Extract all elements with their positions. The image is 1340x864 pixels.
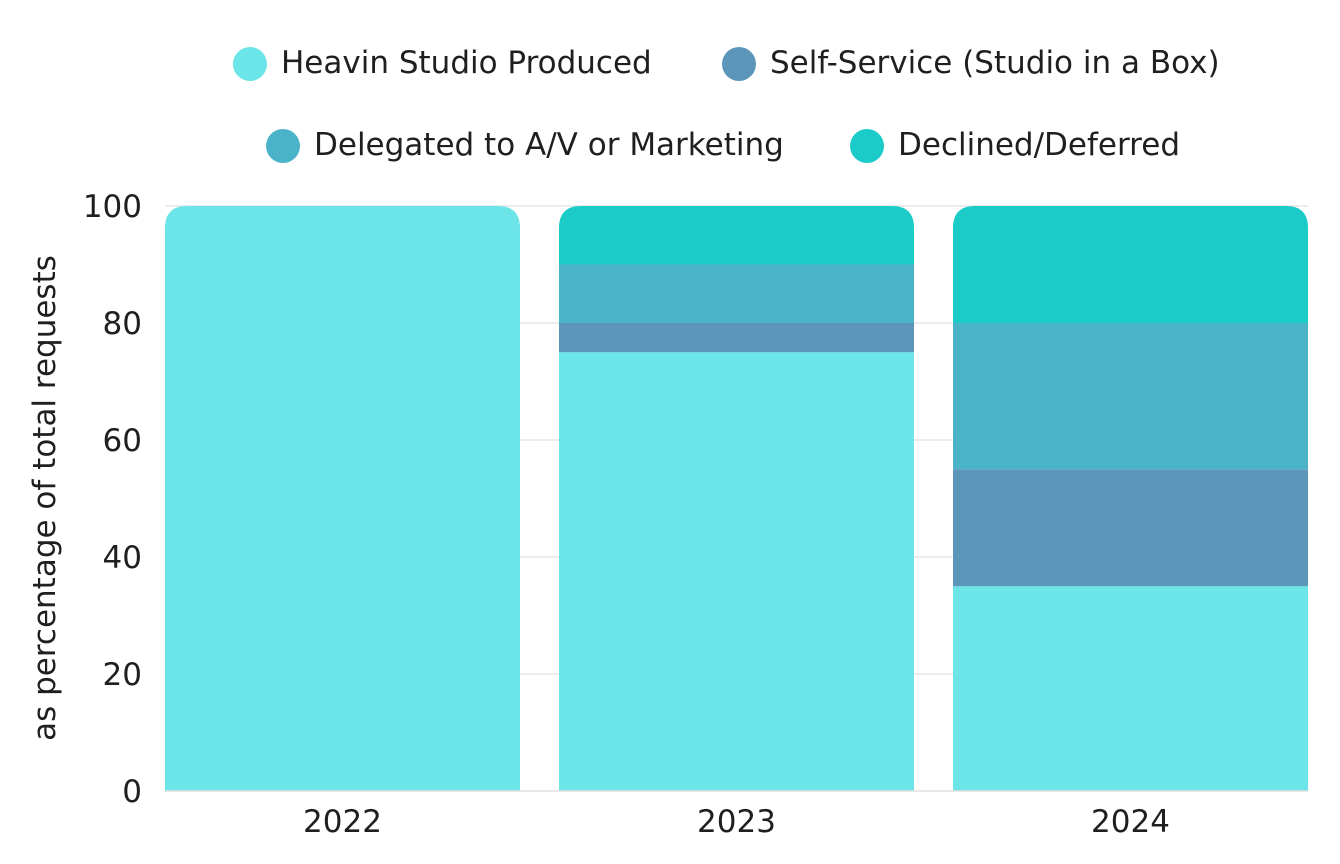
y-axis-title: as percentage of total requests: [27, 255, 63, 741]
legend-marker-heavin-studio-produced: [233, 47, 267, 81]
bar-2023-delegated-to-a-v-or-marketing: [559, 264, 914, 323]
bar-2024-declined-deferred: [953, 206, 1308, 323]
bar-group-2022: [165, 206, 520, 791]
legend-label-delegated: Delegated to A/V or Marketing: [314, 127, 784, 163]
y-axis: 0 20 40 60 80 100: [83, 189, 142, 810]
legend: Heavin Studio Produced Self-Service (Stu…: [233, 45, 1220, 163]
bar-2022-heavin-studio-produced: [165, 206, 520, 791]
x-tick-label-2023: 2023: [697, 804, 776, 840]
y-tick-label-100: 100: [83, 189, 142, 225]
bar-2023-self-service-studio-in-a-box: [559, 323, 914, 353]
bars: [165, 206, 1308, 791]
y-tick-label-60: 60: [103, 423, 142, 459]
legend-marker-self-service: [722, 47, 756, 81]
legend-marker-declined-deferred: [850, 129, 884, 163]
x-axis: 2022 2023 2024: [165, 790, 1308, 840]
legend-label-self-service: Self-Service (Studio in a Box): [770, 45, 1220, 81]
legend-label-declined-deferred: Declined/Deferred: [898, 127, 1180, 163]
y-tick-label-20: 20: [103, 657, 142, 693]
bar-group-2024: [953, 206, 1308, 791]
x-tick-label-2022: 2022: [303, 804, 382, 840]
legend-marker-delegated: [266, 129, 300, 163]
bar-2024-heavin-studio-produced: [953, 586, 1308, 791]
bar-2024-self-service-studio-in-a-box: [953, 469, 1308, 587]
bar-group-2023: [559, 206, 914, 791]
bar-2024-delegated-to-a-v-or-marketing: [953, 323, 1308, 470]
legend-label-heavin-studio-produced: Heavin Studio Produced: [281, 45, 652, 81]
y-tick-label-80: 80: [103, 306, 142, 342]
y-tick-label-40: 40: [103, 540, 142, 576]
y-tick-label-0: 0: [122, 774, 142, 810]
x-tick-label-2024: 2024: [1091, 804, 1170, 840]
bar-2023-heavin-studio-produced: [559, 352, 914, 791]
bar-2023-declined-deferred: [559, 206, 914, 265]
